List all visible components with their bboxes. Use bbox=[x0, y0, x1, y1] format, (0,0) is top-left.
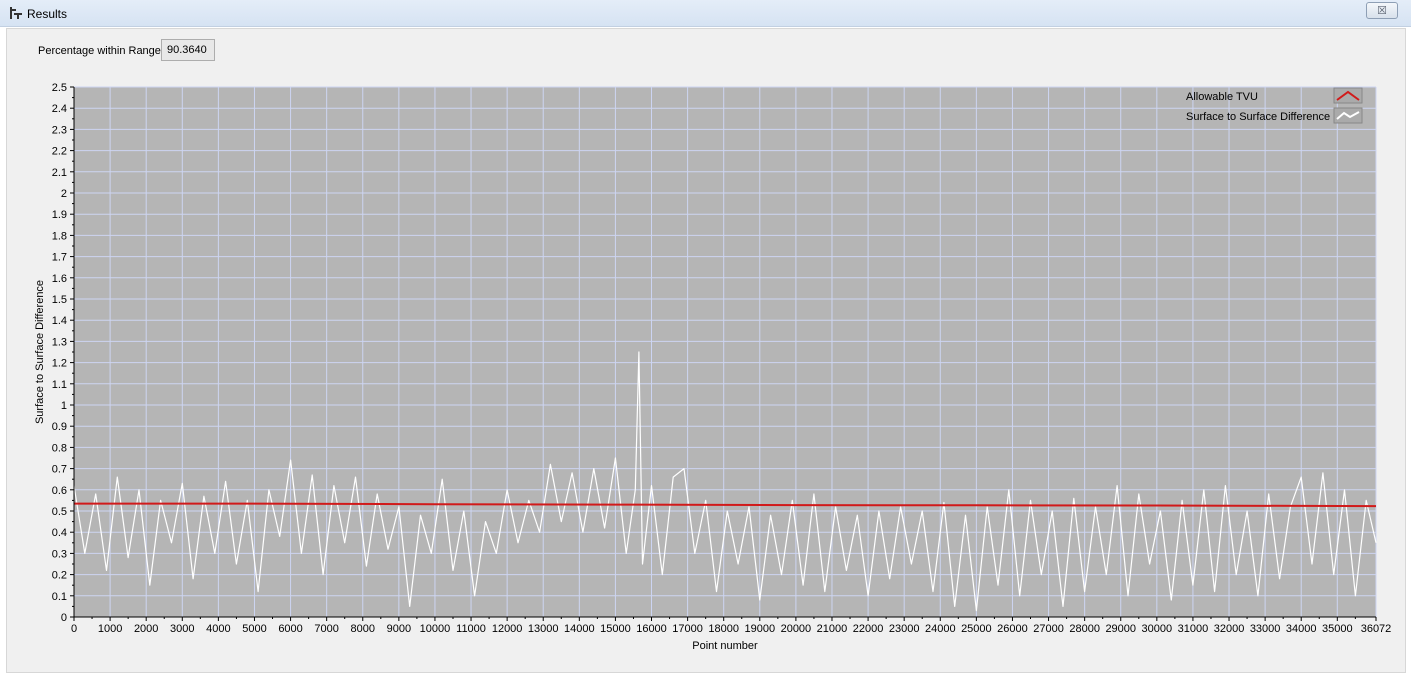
x-tick-label: 30000 bbox=[1142, 623, 1173, 635]
y-tick-label: 2.4 bbox=[52, 103, 67, 115]
x-tick-label: 31000 bbox=[1178, 623, 1209, 635]
x-tick-label: 11000 bbox=[456, 623, 486, 635]
x-tick-label: 0 bbox=[71, 623, 77, 635]
x-tick-label: 12000 bbox=[492, 623, 523, 635]
y-tick-label: 0.1 bbox=[52, 591, 67, 603]
y-tick-label: 2.5 bbox=[52, 82, 67, 94]
legend-label: Surface to Surface Difference bbox=[1186, 111, 1330, 123]
x-tick-label: 13000 bbox=[528, 623, 559, 635]
y-tick-label: 0.2 bbox=[52, 570, 67, 582]
x-tick-label: 7000 bbox=[314, 623, 338, 635]
x-tick-label: 34000 bbox=[1286, 623, 1317, 635]
y-tick-label: 0.7 bbox=[52, 464, 67, 476]
x-tick-label: 32000 bbox=[1214, 623, 1245, 635]
x-tick-label: 23000 bbox=[889, 623, 920, 635]
legend-swatch-box bbox=[1334, 88, 1362, 103]
x-tick-label: 20000 bbox=[781, 623, 812, 635]
y-axis-title: Surface to Surface Difference bbox=[34, 280, 46, 424]
x-tick-label: 28000 bbox=[1069, 623, 1100, 635]
y-tick-label: 1.2 bbox=[52, 358, 67, 370]
y-tick-label: 1 bbox=[61, 400, 67, 412]
y-tick-label: 1.4 bbox=[52, 315, 67, 327]
x-tick-label: 4000 bbox=[206, 623, 230, 635]
y-tick-label: 1.3 bbox=[52, 336, 67, 348]
y-tick-label: 0.8 bbox=[52, 442, 67, 454]
x-tick-label: 22000 bbox=[853, 623, 884, 635]
x-tick-label: 10000 bbox=[420, 623, 451, 635]
plot-area bbox=[74, 87, 1376, 617]
y-tick-label: 0.4 bbox=[52, 527, 67, 539]
x-axis-title: Point number bbox=[692, 640, 758, 652]
y-tick-label: 1.1 bbox=[52, 379, 67, 391]
x-tick-label: 36072 bbox=[1361, 623, 1392, 635]
legend-label: Allowable TVU bbox=[1186, 91, 1258, 103]
x-tick-label: 14000 bbox=[564, 623, 595, 635]
x-tick-label: 27000 bbox=[1033, 623, 1064, 635]
x-tick-label: 29000 bbox=[1105, 623, 1136, 635]
x-tick-label: 6000 bbox=[278, 623, 302, 635]
y-tick-label: 1.7 bbox=[52, 252, 67, 264]
x-tick-label: 16000 bbox=[636, 623, 667, 635]
y-tick-label: 1.5 bbox=[52, 294, 67, 306]
y-tick-label: 2.1 bbox=[52, 167, 67, 179]
x-tick-label: 5000 bbox=[242, 623, 266, 635]
x-tick-label: 25000 bbox=[961, 623, 992, 635]
x-tick-label: 19000 bbox=[744, 623, 775, 635]
x-tick-label: 35000 bbox=[1322, 623, 1353, 635]
x-tick-label: 33000 bbox=[1250, 623, 1281, 635]
y-tick-label: 0 bbox=[61, 612, 67, 624]
x-tick-label: 18000 bbox=[708, 623, 739, 635]
x-tick-label: 8000 bbox=[351, 623, 375, 635]
y-tick-label: 1.8 bbox=[52, 230, 67, 242]
y-tick-label: 0.9 bbox=[52, 421, 67, 433]
y-tick-label: 2.3 bbox=[52, 124, 67, 136]
x-tick-label: 3000 bbox=[170, 623, 194, 635]
x-tick-label: 1000 bbox=[98, 623, 122, 635]
x-tick-label: 17000 bbox=[672, 623, 703, 635]
y-tick-label: 1.9 bbox=[52, 209, 67, 221]
x-tick-label: 26000 bbox=[997, 623, 1028, 635]
x-tick-label: 2000 bbox=[134, 623, 158, 635]
x-tick-label: 9000 bbox=[387, 623, 411, 635]
y-tick-label: 2 bbox=[61, 188, 67, 200]
x-tick-label: 24000 bbox=[925, 623, 956, 635]
y-tick-label: 1.6 bbox=[52, 273, 67, 285]
x-tick-label: 15000 bbox=[600, 623, 631, 635]
y-tick-label: 0.5 bbox=[52, 506, 67, 518]
x-tick-label: 21000 bbox=[817, 623, 848, 635]
y-tick-label: 0.3 bbox=[52, 548, 67, 560]
y-tick-label: 0.6 bbox=[52, 485, 67, 497]
y-tick-label: 2.2 bbox=[52, 146, 67, 158]
